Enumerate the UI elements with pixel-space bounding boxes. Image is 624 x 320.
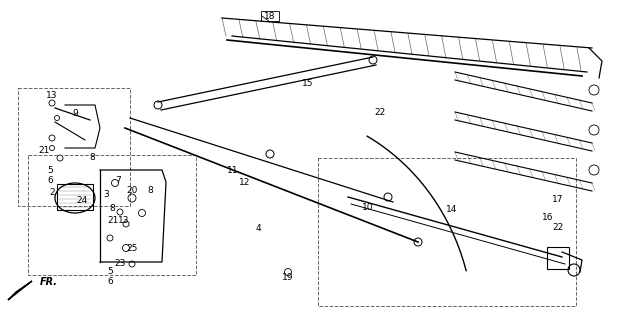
Bar — [318, 158, 576, 306]
Text: 21: 21 — [107, 215, 119, 225]
Text: FR.: FR. — [40, 277, 58, 287]
Text: 17: 17 — [552, 195, 563, 204]
Text: 22: 22 — [552, 222, 563, 231]
Bar — [57, 184, 93, 210]
Text: 6: 6 — [107, 277, 113, 286]
Text: 8: 8 — [147, 186, 153, 195]
Text: 7: 7 — [115, 175, 121, 185]
Text: 21: 21 — [38, 146, 50, 155]
Text: 19: 19 — [282, 274, 294, 283]
Text: 13: 13 — [46, 91, 58, 100]
Bar — [18, 88, 130, 206]
Text: 5: 5 — [47, 165, 53, 174]
Text: 8: 8 — [109, 204, 115, 212]
Text: 15: 15 — [302, 78, 314, 87]
Text: 5: 5 — [107, 268, 113, 276]
Bar — [28, 155, 196, 275]
Text: 22: 22 — [374, 108, 386, 116]
Text: 24: 24 — [76, 196, 87, 204]
Text: 6: 6 — [47, 175, 53, 185]
Text: 12: 12 — [240, 178, 251, 187]
Text: 10: 10 — [363, 203, 374, 212]
Text: 25: 25 — [126, 244, 138, 252]
Bar — [547, 247, 569, 269]
Text: 14: 14 — [446, 204, 457, 213]
Polygon shape — [8, 281, 32, 300]
Text: 2: 2 — [49, 188, 55, 196]
Text: 20: 20 — [126, 186, 138, 195]
Text: 3: 3 — [103, 189, 109, 198]
Text: 23: 23 — [114, 259, 125, 268]
Text: 13: 13 — [119, 215, 130, 225]
Text: 16: 16 — [542, 212, 553, 221]
Text: 9: 9 — [72, 108, 78, 117]
Text: 8: 8 — [89, 153, 95, 162]
Bar — [261, 11, 279, 21]
Text: 4: 4 — [255, 223, 261, 233]
Text: 11: 11 — [227, 165, 239, 174]
Text: 18: 18 — [264, 12, 276, 20]
